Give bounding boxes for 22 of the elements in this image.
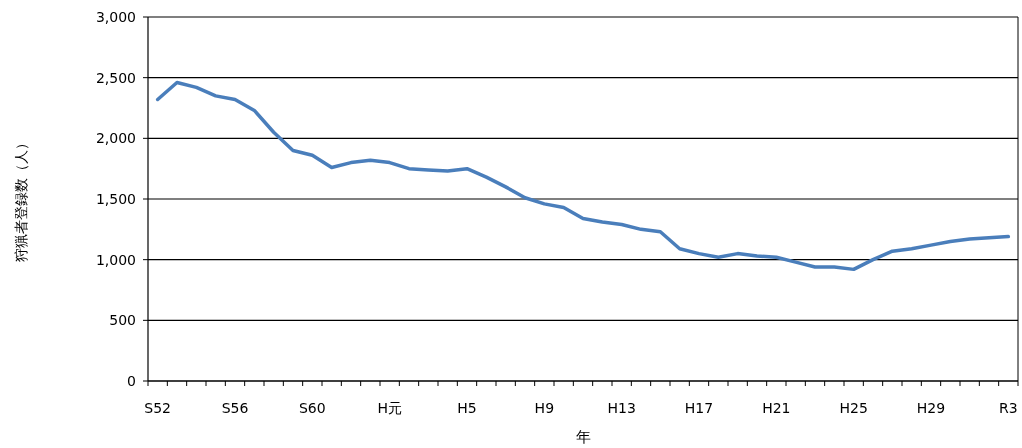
y-tick-label: 1,000 [95, 251, 136, 268]
x-tick-label: H5 [457, 400, 477, 416]
y-tick-label: 2,500 [95, 69, 136, 86]
x-tick-label: H13 [607, 400, 636, 416]
y-tick-label: 2,000 [95, 130, 136, 147]
x-tick-label: H17 [684, 400, 714, 416]
x-tick-label: H9 [534, 400, 555, 416]
x-tick-label: S52 [144, 400, 172, 416]
y-tick-label: 0 [127, 373, 136, 389]
x-tick-label: S60 [298, 400, 326, 416]
x-tick-label: H29 [916, 400, 946, 416]
y-tick-label: 500 [109, 312, 136, 329]
y-tick-label: 1,500 [95, 191, 136, 207]
x-tick-label: H元 [377, 400, 402, 416]
x-tick-label: R3 [999, 400, 1018, 416]
y-axis-title: 狩猟者登録数（人） [13, 136, 29, 262]
x-axis-title: 年 [575, 428, 591, 446]
y-tick-label: 3,000 [95, 9, 136, 25]
x-tick-label: H21 [762, 400, 791, 416]
x-tick-label: H25 [839, 400, 868, 416]
line-series [155, 80, 1011, 272]
x-tick-label: S56 [221, 400, 249, 416]
